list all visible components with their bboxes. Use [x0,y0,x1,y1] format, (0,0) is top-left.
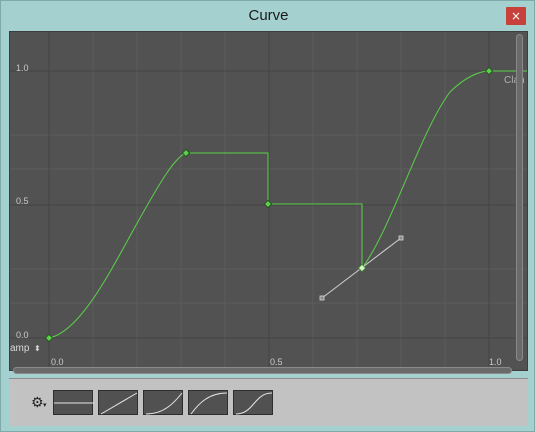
curve-canvas[interactable]: 1.0 0.5 0.0 0.0 0.5 1.0 amp ⬍ Clan [9,31,528,371]
tangent-left-handle[interactable] [319,295,325,301]
pre-wrap-label: amp [10,343,30,354]
preset-ease-out[interactable] [188,390,228,415]
window-title: Curve [248,7,289,24]
keyframe-point[interactable] [181,148,191,158]
x-label-1: 1.0 [489,357,502,367]
ease-in-curve-icon [145,392,183,415]
preset-flat[interactable] [53,390,94,415]
horizontal-scrollbar[interactable] [13,367,512,374]
preset-ease-in[interactable] [143,390,183,415]
keyframe-point[interactable] [484,66,494,76]
updown-arrow-icon: ⬍ [34,344,41,353]
tangent-right-handle[interactable] [398,235,404,241]
post-wrap-dropdown[interactable]: Clan [504,75,525,86]
flat-curve-icon [54,402,94,404]
close-button[interactable]: × [506,7,526,25]
post-wrap-label: Clan [504,75,525,86]
gear-icon[interactable]: ⚙ [31,395,44,411]
y-label-05: 0.5 [16,196,29,206]
preset-ease-in-out[interactable] [233,390,273,415]
title-bar[interactable]: Curve × [1,1,535,31]
close-icon: × [510,9,522,23]
linear-curve-icon [100,392,138,415]
x-label-0: 0.0 [51,357,64,367]
ease-out-curve-icon [190,392,228,415]
pre-wrap-dropdown[interactable]: amp ⬍ [10,340,44,354]
y-label-1: 1.0 [16,63,29,73]
ease-in-out-curve-icon [235,392,273,415]
vertical-scrollbar[interactable] [516,34,523,361]
keyframe-point[interactable] [44,333,54,343]
preset-linear[interactable] [98,390,138,415]
curve-graph[interactable]: 1.0 0.5 0.0 0.0 0.5 1.0 amp ⬍ Clan [10,32,528,371]
presets-panel: ⚙ ▾ [9,378,528,426]
y-label-0: 0.0 [16,330,29,340]
keyframe-point[interactable] [263,199,273,209]
curve-line[interactable] [48,70,528,339]
selected-keyframe-point[interactable] [357,263,367,273]
x-label-05: 0.5 [270,357,283,367]
caret-down-icon: ▾ [43,401,47,409]
